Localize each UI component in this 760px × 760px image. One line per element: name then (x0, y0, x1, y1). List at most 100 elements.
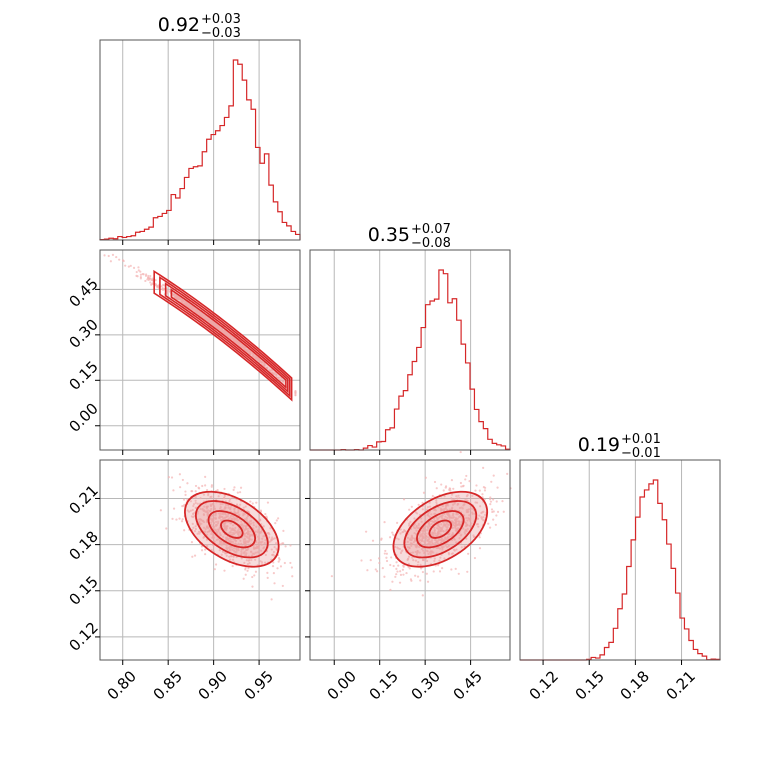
scatter-point (252, 521, 255, 524)
scatter-point (395, 573, 398, 576)
scatter-point (377, 557, 381, 560)
scatter-point (237, 547, 240, 550)
scatter-point (492, 518, 495, 521)
scatter-point (478, 489, 481, 492)
scatter-point (231, 527, 234, 530)
scatter-point (231, 548, 234, 551)
scatter-point (178, 473, 181, 476)
scatter-point (262, 535, 265, 538)
scatter-point (281, 584, 284, 588)
scatter-point (425, 572, 428, 575)
scatter-point (215, 523, 219, 527)
scatter-point (194, 501, 197, 505)
title-lower-1: −0.08 (411, 236, 451, 251)
scatter-point (191, 512, 195, 516)
scatter-point (175, 518, 178, 521)
scatter-point (194, 527, 198, 531)
scatter-point (414, 574, 417, 577)
scatter-point (452, 487, 455, 490)
scatter-point (374, 568, 377, 571)
scatter-point (259, 531, 262, 535)
scatter-point (252, 546, 256, 549)
scatter-point (206, 530, 209, 534)
scatter-point (494, 523, 497, 526)
scatter-point (214, 563, 218, 566)
scatter-point (137, 266, 140, 269)
scatter-point (181, 478, 184, 482)
scatter-point (397, 538, 400, 541)
scatter-point (204, 484, 207, 487)
scatter-point (266, 501, 270, 504)
scatter-point (212, 514, 215, 517)
scatter-point (433, 480, 437, 484)
scatter-point (197, 530, 201, 533)
scatter-point (283, 561, 286, 565)
scatter-point (170, 476, 174, 479)
scatter-point (459, 481, 463, 485)
scatter-point (389, 563, 392, 567)
scatter-point (266, 576, 269, 579)
scatter-point (132, 266, 136, 269)
scatter-point (191, 555, 194, 558)
x-tick-label: 0.12 (526, 667, 562, 703)
scatter-point (244, 549, 248, 552)
scatter-point (210, 495, 213, 498)
scatter-point (149, 274, 152, 278)
scatter-point (264, 512, 267, 516)
scatter-point (254, 547, 257, 550)
scatter-point (232, 488, 235, 491)
scatter-point (420, 547, 424, 551)
scatter-point (237, 529, 240, 532)
scatter-point (330, 575, 333, 578)
scatter-point (229, 516, 232, 519)
scatter-point (254, 551, 257, 554)
scatter-point (435, 487, 438, 490)
scatter-point (142, 273, 145, 276)
x-tick-label: 0.30 (408, 667, 444, 703)
scatter-point (389, 588, 392, 591)
scatter-point (202, 536, 205, 539)
scatter-point (223, 526, 227, 530)
scatter-point (450, 568, 453, 571)
scatter-point (443, 557, 446, 560)
panel-frame (519, 459, 721, 661)
scatter-point (246, 562, 249, 566)
scatter-point (193, 554, 197, 557)
scatter-point (202, 493, 206, 496)
scatter-point (395, 521, 399, 524)
scatter-point (473, 556, 477, 560)
scatter-point (290, 566, 293, 569)
scatter-point (441, 567, 444, 570)
scatter-point (135, 270, 138, 274)
scatter-point (487, 522, 490, 525)
scatter-point (385, 556, 388, 559)
scatter-point (111, 253, 115, 256)
scatter-point (442, 489, 445, 492)
scatter-point (267, 531, 270, 535)
scatter-point (229, 522, 233, 525)
scatter-point (250, 554, 254, 557)
title-upper-1: +0.07 (411, 222, 451, 237)
scatter-point (193, 530, 197, 533)
title-param-0: 0.92 +0.03 −0.03 (158, 12, 241, 41)
y-tick-label: 0.30 (65, 315, 101, 351)
y-tick-labels-row-2: 0.12 0.15 0.18 0.21 (65, 481, 101, 654)
scatter-point (183, 529, 186, 532)
scatter-point (426, 580, 430, 583)
scatter-point (230, 529, 233, 532)
scatter-point (238, 491, 242, 494)
scatter-point (390, 556, 393, 559)
scatter-point (220, 553, 223, 556)
scatter-point (178, 517, 181, 520)
scatter-point (226, 547, 229, 551)
title-value-2: 0.19 (578, 434, 620, 456)
scatter-point (235, 548, 238, 551)
y-tick-label: 0.15 (65, 357, 101, 393)
scatter-point (219, 534, 222, 537)
scatter-point (197, 518, 200, 521)
scatter-point (252, 524, 255, 527)
scatter-point (244, 573, 247, 576)
scatter-point (205, 544, 209, 547)
scatter-point (371, 539, 375, 542)
scatter-point (375, 570, 379, 573)
